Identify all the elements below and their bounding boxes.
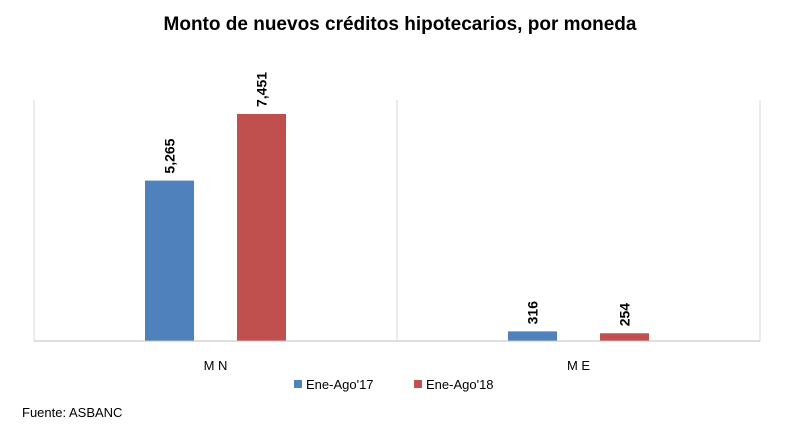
category-label-mn: M N xyxy=(204,358,228,373)
data-label-me-series-1: 316 xyxy=(525,301,541,325)
data-label-me-series-2: 254 xyxy=(617,303,633,327)
legend-label-series-2: Ene-Ago'18 xyxy=(426,377,494,392)
bar-me-series-1 xyxy=(508,331,557,341)
category-label-me: M E xyxy=(567,358,590,373)
chart-title: Monto de nuevos créditos hipotecarios, p… xyxy=(163,14,637,35)
data-label-mn-series-2: 7,451 xyxy=(254,72,270,107)
bar-mn-series-1 xyxy=(145,180,194,341)
legend-swatch-series-2 xyxy=(414,380,422,388)
data-label-mn-series-1: 5,265 xyxy=(162,138,178,173)
source-note: Fuente: ASBANC xyxy=(22,405,123,420)
legend-label-series-1: Ene-Ago'17 xyxy=(306,377,374,392)
legend-swatch-series-1 xyxy=(294,380,302,388)
bar-mn-series-2 xyxy=(237,114,286,341)
bar-me-series-2 xyxy=(600,333,649,341)
